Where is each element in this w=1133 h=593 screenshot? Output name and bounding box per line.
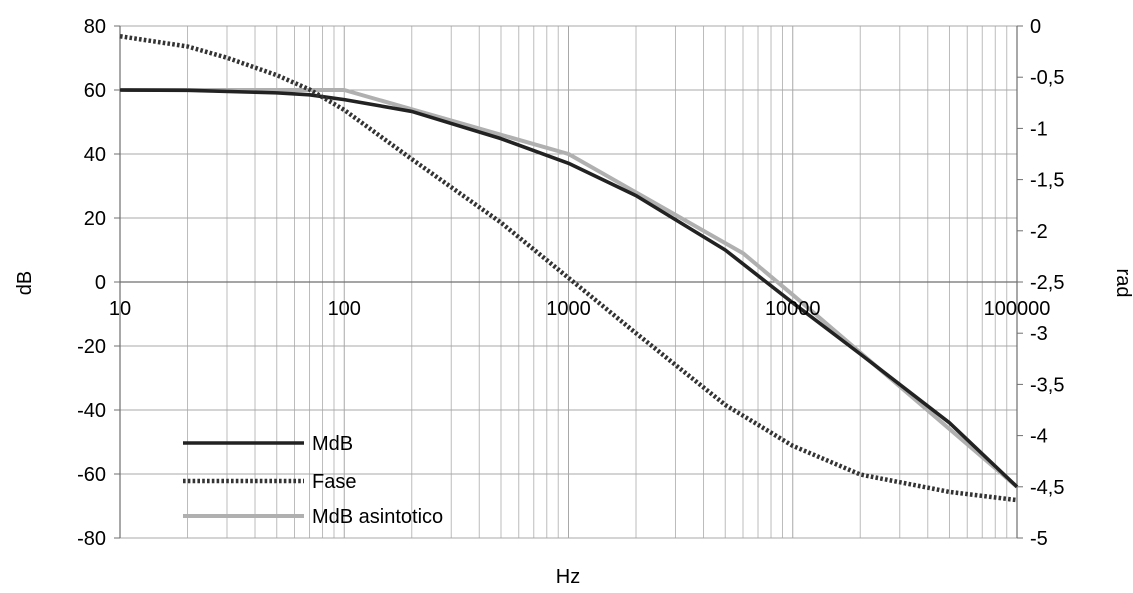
y-axis-title: dB xyxy=(14,271,36,295)
y2-tick-label: -5 xyxy=(1030,528,1048,550)
series-line-mdb xyxy=(119,88,1019,489)
y-tick-label: -20 xyxy=(77,336,106,358)
y-tick-label: 40 xyxy=(84,144,106,166)
y2-tick-label: -1,5 xyxy=(1030,170,1064,192)
y-tick-label: 60 xyxy=(84,80,106,102)
y2-tick-label: -1 xyxy=(1030,118,1048,140)
legend-label-mdb: MdB xyxy=(312,433,353,455)
legend-label-mdb-asintotico: MdB asintotico xyxy=(312,506,443,528)
series-line-mdb-asintotico xyxy=(120,88,1019,489)
y-tick-label: -40 xyxy=(77,400,106,422)
y2-axis-title: rad xyxy=(1112,269,1133,298)
y-tick-label: -60 xyxy=(77,464,106,486)
x-axis-title: Hz xyxy=(556,566,580,588)
legend: MdB Fase MdB asintotico xyxy=(183,433,443,528)
series-layer xyxy=(119,34,1019,503)
x-tick-label: 100000 xyxy=(984,298,1051,320)
x-tick-label: 100 xyxy=(328,298,361,320)
y2-tick-label: -3,5 xyxy=(1030,374,1064,396)
y2-tick-label: 0 xyxy=(1030,16,1041,38)
y-tick-label: 20 xyxy=(84,208,106,230)
y2-tick-label: -3 xyxy=(1030,323,1048,345)
y-tick-label: 0 xyxy=(95,272,106,294)
y2-tick-label: -4,5 xyxy=(1030,477,1064,499)
x-tick-label: 10000 xyxy=(765,298,821,320)
right-axis-ticks: 0 -0,5 -1 -1,5 -2 -2,5 -3 -3,5 -4 -4,5 -5 xyxy=(1017,16,1064,550)
x-tick-label: 1000 xyxy=(546,298,591,320)
series-line-fase xyxy=(119,34,1018,503)
x-axis-ticks: 10 100 1000 10000 100000 xyxy=(109,298,1051,320)
left-axis-ticks: 80 60 40 20 0 -20 -40 -60 -80 xyxy=(77,16,120,550)
y-tick-label: -80 xyxy=(77,528,106,550)
legend-label-fase: Fase xyxy=(312,471,356,493)
y-tick-label: 80 xyxy=(84,16,106,38)
y2-tick-label: -4 xyxy=(1030,426,1048,448)
y2-tick-label: -0,5 xyxy=(1030,67,1064,89)
y2-tick-label: -2 xyxy=(1030,221,1048,243)
y2-tick-label: -2,5 xyxy=(1030,272,1064,294)
x-tick-label: 10 xyxy=(109,298,131,320)
